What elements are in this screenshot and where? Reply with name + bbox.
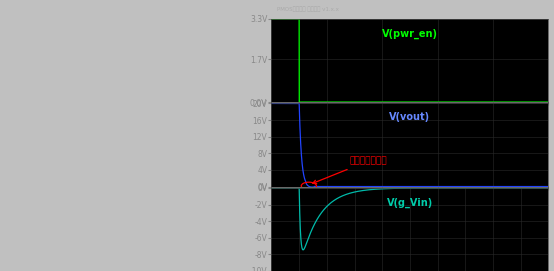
Text: 回涌基本没有了: 回涌基本没有了 [312,157,387,184]
Text: PMOS开关电路 故障排查 v1.x.x: PMOS开关电路 故障排查 v1.x.x [277,7,339,12]
Text: V(g_Vin): V(g_Vin) [387,198,433,208]
Text: V(pwr_en): V(pwr_en) [382,29,438,39]
Text: V(vout): V(vout) [389,112,430,122]
